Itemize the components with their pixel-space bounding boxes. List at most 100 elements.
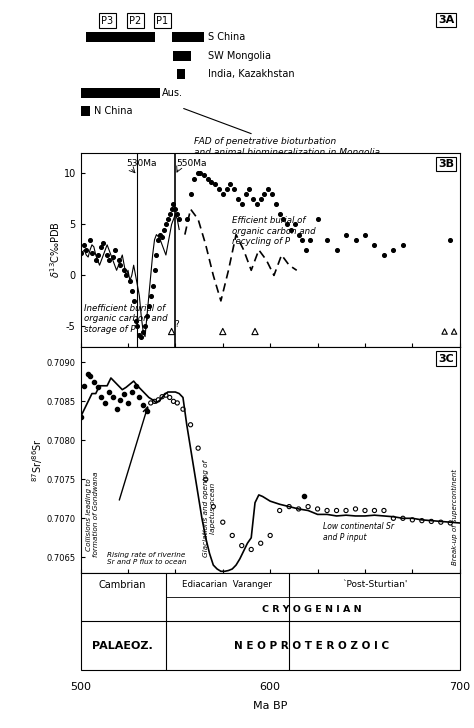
Point	[380, 249, 388, 261]
Text: PALAEOZ.: PALAEOZ.	[92, 641, 153, 651]
Text: 550Ma: 550Ma	[176, 159, 207, 168]
Point	[249, 193, 257, 205]
Point	[155, 394, 162, 405]
Point	[162, 389, 170, 401]
Point	[228, 530, 236, 542]
Text: 530Ma: 530Ma	[126, 159, 156, 168]
Text: N E O P R O T E R O Z O I C: N E O P R O T E R O Z O I C	[234, 641, 390, 651]
Point	[323, 505, 331, 516]
Y-axis label: $\delta^{13}$C‰PDB: $\delta^{13}$C‰PDB	[48, 221, 62, 278]
Point	[441, 325, 448, 337]
Point	[227, 178, 234, 189]
Point	[253, 198, 261, 210]
Point	[257, 193, 264, 205]
Point	[141, 320, 149, 332]
Point	[160, 223, 168, 235]
Point	[94, 249, 101, 261]
Point	[418, 515, 426, 526]
Text: FAD of penetrative bioturbation
and animal biomineralization in Mongolia: FAD of penetrative bioturbation and anim…	[183, 108, 380, 157]
Point	[128, 386, 136, 397]
Text: Ediacarian  Varanger: Ediacarian Varanger	[182, 580, 272, 590]
Point	[295, 229, 302, 240]
Text: S China: S China	[208, 32, 245, 42]
Point	[219, 516, 227, 528]
Point	[390, 513, 397, 524]
Point	[219, 325, 227, 337]
Point	[299, 234, 306, 245]
Point	[242, 188, 249, 199]
Text: 3A: 3A	[438, 15, 454, 25]
Point	[147, 397, 155, 408]
Point	[219, 188, 227, 199]
Point	[283, 218, 291, 230]
Point	[208, 175, 215, 187]
Point	[194, 167, 202, 179]
Point	[158, 231, 166, 242]
Point	[166, 208, 173, 220]
Text: Ma BP: Ma BP	[253, 701, 287, 711]
Text: Low continental Sr
and P input: Low continental Sr and P input	[323, 522, 394, 542]
Point	[101, 397, 109, 408]
Point	[82, 244, 90, 256]
Point	[164, 213, 172, 225]
Point	[302, 244, 310, 256]
Point	[143, 405, 151, 416]
Point	[191, 173, 198, 184]
Point	[170, 395, 177, 407]
Point	[90, 376, 98, 388]
Text: India, Kazakhstan: India, Kazakhstan	[208, 69, 294, 79]
Point	[132, 380, 139, 392]
Point	[88, 247, 96, 258]
Point	[183, 213, 191, 225]
Point	[117, 259, 124, 271]
Y-axis label: $^{87}$Sr/$^{86}$Sr: $^{87}$Sr/$^{86}$Sr	[30, 438, 45, 482]
Point	[238, 539, 246, 551]
Point	[447, 234, 454, 245]
Point	[170, 198, 177, 210]
Text: SW Mongolia: SW Mongolia	[208, 51, 271, 60]
Point	[247, 544, 255, 555]
Point	[155, 234, 162, 245]
Point	[124, 397, 132, 408]
Point	[238, 198, 246, 210]
Point	[280, 213, 287, 225]
Point	[151, 395, 158, 407]
Point	[200, 170, 208, 181]
Point	[166, 392, 173, 403]
Text: Break-up of supercontinent: Break-up of supercontinent	[452, 469, 458, 565]
Point	[196, 167, 204, 179]
Point	[342, 229, 350, 240]
Point	[175, 213, 183, 225]
Point	[399, 239, 407, 250]
Point	[151, 264, 158, 276]
Point	[187, 419, 194, 430]
Point	[120, 388, 128, 400]
Point	[153, 249, 160, 261]
Point	[268, 188, 276, 199]
Point	[333, 244, 340, 256]
Point	[266, 530, 274, 542]
Point	[77, 411, 84, 423]
Point	[98, 241, 105, 253]
Point	[202, 473, 210, 485]
Point	[81, 380, 88, 392]
Point	[333, 505, 340, 516]
Point	[84, 368, 92, 380]
Point	[117, 394, 124, 405]
Point	[136, 329, 143, 341]
Point	[304, 501, 312, 513]
Point	[380, 505, 388, 516]
Point	[86, 234, 94, 245]
Point	[179, 403, 187, 415]
Text: Cambrian: Cambrian	[99, 580, 146, 590]
Point	[204, 173, 211, 184]
Point	[137, 331, 145, 342]
Point	[314, 503, 321, 515]
Point	[215, 183, 223, 194]
Point	[168, 325, 175, 337]
Point	[173, 208, 181, 220]
Text: Collisions leading to
formation of Gondwana: Collisions leading to formation of Gondw…	[85, 472, 99, 557]
Point	[168, 203, 175, 215]
Point	[437, 516, 445, 528]
Point	[371, 505, 378, 516]
